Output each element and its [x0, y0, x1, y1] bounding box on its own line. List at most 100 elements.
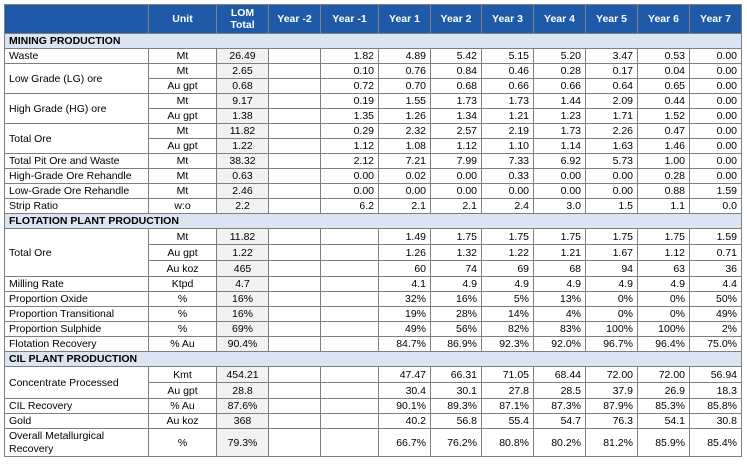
table-row: High-Grade Ore Rehandle Mt 0.63 0.00 0.02 0.0… [4, 168, 742, 184]
year-value-cell: 0.00 [430, 183, 482, 199]
header-year-1: Year 1 [378, 4, 431, 34]
year-value-cell [320, 366, 379, 383]
year-value-cell: 83% [533, 321, 586, 337]
year-value-cell [268, 428, 321, 457]
year-value-cell: 5.73 [585, 153, 638, 169]
year-value-cell: 0.10 [320, 63, 379, 79]
lom-total-cell: 4.7 [216, 276, 269, 292]
year-value-cell: 13% [533, 291, 586, 307]
year-value-cell: 49% [689, 306, 742, 322]
year-value-cell: 1.49 [378, 228, 431, 245]
year-value-cell: 0.33 [481, 168, 534, 184]
year-value-cell: 4.9 [430, 276, 482, 292]
lom-total-cell: 368 [216, 413, 269, 429]
header-unit: Unit [148, 4, 217, 34]
year-value-cell: 96.4% [637, 336, 690, 352]
year-value-cell: 1.59 [689, 228, 742, 245]
year-value-cell: 2.4 [481, 198, 534, 214]
year-value-cell: 1.08 [378, 138, 431, 154]
year-value-cell [320, 244, 379, 261]
year-value-cell: 85.8% [689, 398, 742, 414]
year-value-cell: 63 [637, 260, 690, 277]
year-value-cell: 47.47 [378, 366, 431, 383]
row-label-text: Total Pit Ore and Waste [9, 155, 120, 167]
year-value-cell: 5.42 [430, 48, 482, 64]
header-lom: LOM [230, 7, 255, 19]
year-value-cell: 1.75 [430, 228, 482, 245]
year-value-cell: 0.02 [378, 168, 431, 184]
table-row: Au gpt 1.38 1.35 1.26 1.34 1.21 1.23 1.71 1.52 0.… [5, 108, 742, 124]
year-value-cell: 1.14 [533, 138, 586, 154]
year-value-cell: 1.26 [378, 108, 431, 124]
year-value-cell [320, 260, 379, 277]
year-value-cell: 1.35 [320, 108, 379, 124]
year-value-cell [268, 153, 321, 169]
year-value-cell: 18.3 [689, 382, 742, 399]
year-value-cell: 0.17 [585, 63, 638, 79]
year-value-cell: 4.9 [481, 276, 534, 292]
year-value-cell: 40.2 [378, 413, 431, 429]
unit-cell: Ktpd [148, 276, 217, 292]
year-value-cell [268, 336, 321, 352]
table-row: Strip Ratio w:o 2.2 6.2 2.1 2.1 2.4 3.0 1.5 1.1 0.… [4, 198, 742, 214]
header-label-blank [4, 4, 149, 34]
year-value-cell [268, 244, 321, 261]
unit-cell: Mt [148, 63, 217, 79]
year-value-cell: 1.73 [533, 123, 586, 139]
unit-cell: Au koz [148, 260, 217, 277]
year-value-cell: 4.89 [378, 48, 431, 64]
section-row: FLOTATION PLANT PRODUCTION [4, 213, 742, 229]
header-year-6: Year 6 [637, 4, 690, 34]
year-value-cell [320, 398, 379, 414]
year-value-cell: 92.3% [481, 336, 534, 352]
section-cil-plant-production: CIL PLANT PRODUCTION [4, 351, 742, 367]
row-label: CIL Recovery [4, 398, 149, 414]
row-label-text: Overall Metallurgical [9, 429, 105, 442]
row-label-text: Total Ore [9, 132, 52, 145]
year-value-cell: 3.47 [585, 48, 638, 64]
table-row: Milling Rate Ktpd 4.7 4.1 4.9 4.9 4.9 4.9 4.9 4.4 [4, 276, 742, 292]
year-value-cell [268, 123, 321, 139]
unit-cell: % [148, 428, 217, 457]
table-row: Proportion Sulphide% 69% 49% 56% 82% 83% 100% 1… [4, 321, 742, 337]
year-value-cell: 0.29 [320, 123, 379, 139]
year-value-cell: 1.00 [637, 153, 690, 169]
section-row: CIL PLANT PRODUCTION [4, 351, 742, 367]
year-value-cell: 2% [689, 321, 742, 337]
year-value-cell: 89.3% [430, 398, 482, 414]
year-value-cell [268, 63, 321, 79]
year-value-cell: 0.00 [689, 108, 742, 124]
year-value-cell: 68 [533, 260, 586, 277]
year-value-cell: 100% [637, 321, 690, 337]
year-value-cell [268, 198, 321, 214]
year-value-cell: 0.72 [320, 78, 379, 94]
year-value-cell: 1.22 [481, 244, 534, 261]
year-value-cell: 81.2% [585, 428, 638, 457]
year-value-cell [268, 260, 321, 277]
row-label: Low-Grade Ore Rehandle [4, 183, 149, 199]
year-value-cell: 0.53 [637, 48, 690, 64]
year-value-cell [268, 398, 321, 414]
year-value-cell: 28% [430, 306, 482, 322]
year-value-cell: 0.00 [689, 93, 742, 109]
unit-cell: Kmt [148, 366, 217, 383]
year-value-cell: 0.28 [533, 63, 586, 79]
year-value-cell: 0.00 [689, 123, 742, 139]
production-table-wrapper: Unit LOM Total Year -2 Year -1 Year 1 Ye… [4, 4, 742, 457]
row-label: Proportion Sulphide [4, 321, 149, 337]
year-value-cell: 6.2 [320, 198, 379, 214]
year-value-cell: 85.4% [689, 428, 742, 457]
year-value-cell: 76.3 [585, 413, 638, 429]
unit-cell: w:o [148, 198, 217, 214]
year-value-cell: 1.59 [689, 183, 742, 199]
year-value-cell: 0.66 [481, 78, 534, 94]
year-value-cell: 0.00 [481, 183, 534, 199]
table-row: Overall Metallurgical Recovery% 79.3% 66.7%… [4, 428, 742, 457]
lom-total-cell: 11.82 [216, 123, 269, 139]
lom-total-cell: 38.32 [216, 153, 269, 169]
year-value-cell [268, 138, 321, 154]
year-value-cell: 1.46 [637, 138, 690, 154]
table-row: Low Grade (LG) ore Mt 2.65 0.10 0.76 0.84 0.46… [4, 63, 742, 94]
row-label: Total Ore [4, 228, 149, 277]
year-value-cell: 56% [430, 321, 482, 337]
